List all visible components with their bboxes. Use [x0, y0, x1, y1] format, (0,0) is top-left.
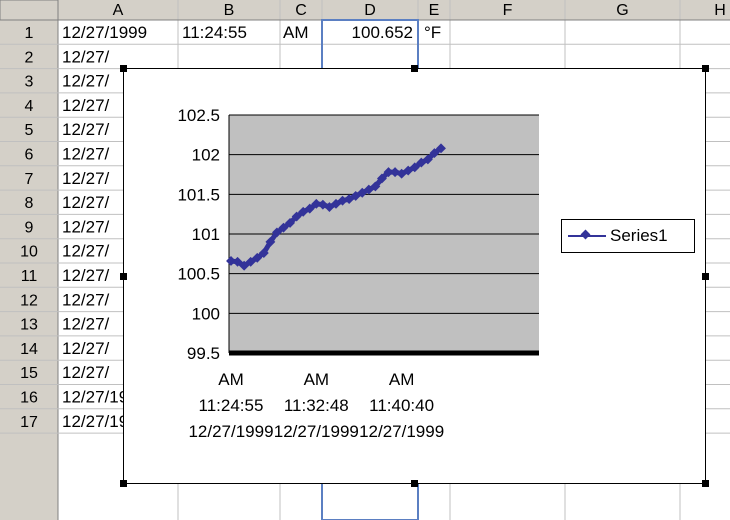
data-point-marker: [422, 154, 433, 165]
data-point-marker: [409, 162, 420, 173]
cell-a15[interactable]: 12/27/: [62, 363, 110, 382]
column-header-c[interactable]: C: [295, 2, 307, 19]
y-tick-label: 102: [192, 146, 220, 165]
data-point-marker: [278, 222, 289, 233]
select-all-corner[interactable]: [0, 0, 59, 21]
row-header-11[interactable]: 11: [21, 268, 38, 285]
row-header-12[interactable]: 12: [20, 292, 38, 309]
column-header-h[interactable]: H: [714, 2, 726, 19]
data-point-marker: [291, 211, 302, 222]
y-tick-label: 99.5: [187, 344, 220, 363]
x-tick-label-date: 12/27/1999: [188, 422, 273, 441]
data-point-marker: [258, 248, 269, 258]
row-header-1[interactable]: 1: [25, 25, 34, 42]
row-header-17[interactable]: 17: [20, 414, 38, 431]
row-header-10[interactable]: 10: [20, 244, 38, 261]
resize-handle-middle-right[interactable]: [702, 273, 709, 280]
cell-d1[interactable]: 100.652: [352, 23, 413, 42]
cell-a8[interactable]: 12/27/: [62, 193, 110, 212]
cell-a10[interactable]: 12/27/: [62, 242, 110, 261]
data-point-marker: [429, 148, 440, 159]
cell-a7[interactable]: 12/27/: [62, 169, 110, 188]
x-tick-label-date: 12/27/1999: [274, 422, 359, 441]
row-header-2[interactable]: 2: [25, 49, 34, 66]
legend-series-label: Series1: [610, 226, 668, 245]
legend-series-key: [568, 226, 608, 246]
y-tick-label: 101: [192, 225, 220, 244]
line-chart: 102.5 102 101.5 101 100.5 100 99.5 AM 11:24:55 1…: [177, 106, 539, 441]
column-header-a[interactable]: A: [113, 2, 124, 19]
row-header-7[interactable]: 7: [25, 171, 34, 188]
diamond-marker-icon: [580, 229, 591, 240]
resize-handle-top-left[interactable]: [120, 65, 127, 72]
cell-a4[interactable]: 12/27/: [62, 96, 110, 115]
data-point-marker: [226, 256, 236, 266]
row-header-8[interactable]: 8: [25, 195, 34, 212]
cell-a6[interactable]: 12/27/: [62, 145, 110, 164]
row-header-3[interactable]: 3: [25, 74, 34, 91]
cell-a9[interactable]: 12/27/: [62, 217, 110, 236]
cell-e1[interactable]: °F: [424, 23, 441, 42]
data-point-marker: [252, 252, 263, 263]
x-tick-label-time: 11:32:48: [284, 396, 349, 415]
data-point-marker: [265, 236, 276, 247]
row-header-13[interactable]: 13: [20, 317, 38, 334]
x-tick-label-ampm: AM: [304, 370, 330, 389]
x-tick-label-time: 11:40:40: [369, 396, 434, 415]
cell-a5[interactable]: 12/27/: [62, 120, 110, 139]
column-header-g[interactable]: G: [616, 2, 628, 19]
column-header-f[interactable]: F: [503, 2, 513, 19]
data-point-marker: [271, 227, 282, 238]
embedded-chart[interactable]: 102.5 102 101.5 101 100.5 100 99.5 AM 11:24:55 1…: [123, 68, 706, 484]
data-point-marker: [245, 256, 256, 267]
column-header-b[interactable]: B: [224, 2, 235, 19]
column-header-bar: [0, 0, 730, 20]
row-header-14[interactable]: 14: [20, 341, 38, 358]
row-header-15[interactable]: 15: [20, 365, 38, 382]
x-tick-label-ampm: AM: [389, 370, 415, 389]
cell-c1[interactable]: AM: [283, 23, 309, 42]
chart-legend[interactable]: Series1: [561, 219, 695, 253]
y-tick-label: 102.5: [177, 106, 220, 125]
resize-handle-top-center[interactable]: [411, 65, 418, 72]
y-tick-label: 100: [192, 304, 220, 323]
cell-a11[interactable]: 12/27/: [62, 266, 110, 285]
column-header-d[interactable]: D: [364, 2, 376, 19]
x-tick-label-date: 12/27/1999: [359, 422, 444, 441]
cell-a14[interactable]: 12/27/: [62, 339, 110, 358]
cell-a12[interactable]: 12/27/: [62, 290, 110, 309]
resize-handle-bottom-right[interactable]: [702, 480, 709, 487]
x-tick-label-time: 11:24:55: [199, 396, 264, 415]
cell-a3[interactable]: 12/27/: [62, 72, 110, 91]
row-header-5[interactable]: 5: [25, 122, 34, 139]
data-point-marker: [311, 198, 322, 209]
cell-a1[interactable]: 12/27/1999: [62, 23, 147, 42]
resize-handle-middle-left[interactable]: [120, 273, 127, 280]
row-header-4[interactable]: 4: [25, 98, 34, 115]
row-header-16[interactable]: 16: [20, 390, 38, 407]
y-tick-label: 100.5: [177, 265, 220, 284]
resize-handle-bottom-left[interactable]: [120, 480, 127, 487]
cell-b1[interactable]: 11:24:55: [182, 23, 247, 42]
resize-handle-top-right[interactable]: [702, 65, 709, 72]
cell-a13[interactable]: 12/27/: [62, 315, 110, 334]
x-tick-label-ampm: AM: [218, 370, 244, 389]
cell-a2[interactable]: 12/27/: [62, 47, 110, 66]
y-tick-label: 101.5: [177, 185, 220, 204]
data-point-marker: [304, 203, 315, 214]
data-point-marker: [239, 260, 250, 271]
row-header-9[interactable]: 9: [25, 219, 34, 236]
column-header-e[interactable]: E: [429, 2, 440, 19]
data-point-marker: [337, 195, 348, 206]
resize-handle-bottom-center[interactable]: [411, 480, 418, 487]
row-header-6[interactable]: 6: [25, 147, 34, 164]
data-point-marker: [285, 217, 296, 228]
data-point-marker: [232, 256, 243, 267]
